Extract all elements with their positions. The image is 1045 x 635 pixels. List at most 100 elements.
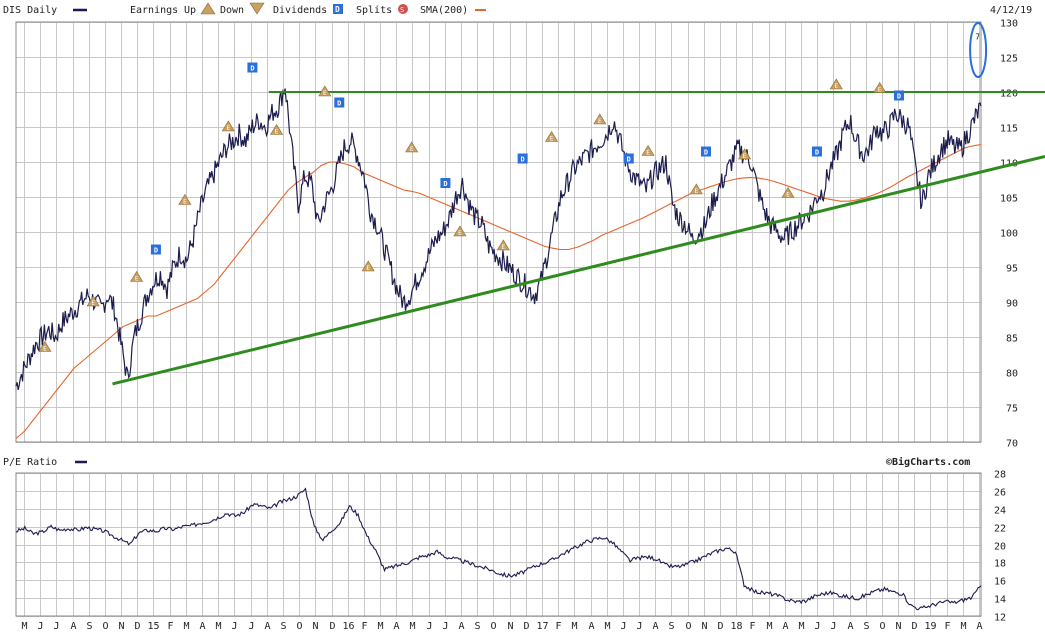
price-y-tick-label: 120 [1000, 89, 1018, 100]
earnings-marker [453, 225, 467, 237]
x-tick-label: A [976, 621, 982, 632]
dividend-marker-label: D [897, 93, 901, 101]
pe-y-tick-label: 26 [994, 488, 1006, 499]
x-tick-label: A [70, 621, 76, 632]
x-tick-label: A [264, 621, 270, 632]
price-y-tick-label: 115 [1000, 124, 1018, 135]
earnings-marker-label: E [786, 192, 790, 199]
price-y-tick-label: 130 [1000, 19, 1018, 30]
legend-bar: DIS Daily Earnings Up Down Dividends D S… [3, 2, 1032, 16]
pe-panel-frame [15, 472, 982, 617]
dividend-marker-label: D [154, 247, 158, 255]
x-tick-label: M [215, 621, 221, 632]
x-tick-label: M [960, 621, 966, 632]
earnings-marker-label: E [183, 199, 187, 206]
dividend-marker [440, 178, 451, 188]
earnings-label: Earnings [130, 5, 178, 16]
x-tick-label: O [102, 621, 108, 632]
price-y-tick-label: 70 [1006, 439, 1018, 450]
earnings-down-label: Down [220, 5, 244, 16]
earnings-marker [781, 186, 795, 198]
x-tick-label: N [701, 621, 707, 632]
earnings-marker [86, 295, 100, 307]
x-tick-label: F [749, 621, 755, 632]
x-tick-label: S [668, 621, 674, 632]
x-tick-label: F [361, 621, 367, 632]
x-tick-label: J [442, 621, 448, 632]
price-line [15, 88, 982, 391]
earnings-marker-label: E [878, 87, 882, 94]
x-tick-label: N [507, 621, 513, 632]
pe-y-tick-label: 18 [994, 559, 1006, 570]
pe-y-tick-label: 22 [994, 524, 1006, 535]
earnings-marker [689, 183, 703, 195]
pe-y-tick-label: 24 [994, 506, 1006, 517]
x-tick-label: O [879, 621, 885, 632]
earnings-marker-label: E [743, 153, 747, 160]
earnings-marker-label: E [226, 125, 230, 132]
x-tick-label: M [766, 621, 772, 632]
price-y-tick-label: 95 [1006, 264, 1018, 275]
earnings-marker [738, 148, 752, 160]
x-tick-label: N [118, 621, 124, 632]
price-y-tick-label: 90 [1006, 299, 1018, 310]
x-tick-label: J [37, 621, 43, 632]
price-y-tick-label: 80 [1006, 369, 1018, 380]
watermark: ©BigCharts.com [886, 456, 970, 468]
pe-y-axis: 28 26 24 22 20 18 16 14 12 [994, 470, 1006, 624]
pe-y-tick-label: 14 [994, 595, 1006, 606]
pe-y-tick-label: 28 [994, 470, 1006, 481]
x-tick-label: M [183, 621, 189, 632]
x-tick-label: A [782, 621, 788, 632]
x-tick-label: 18 [730, 621, 742, 632]
earnings-up-icon [200, 2, 216, 15]
x-tick-label: D [134, 621, 140, 632]
dividend-marker [700, 146, 711, 157]
dividend-marker [623, 153, 634, 164]
earnings-marker [641, 144, 655, 156]
dividend-marker [893, 90, 904, 101]
dividend-marker [150, 244, 161, 255]
dividend-icon-letter: D [335, 5, 340, 14]
earnings-marker [318, 85, 332, 97]
x-tick-label: J [231, 621, 237, 632]
earnings-marker-label: E [502, 244, 506, 251]
x-tick-label: F [167, 621, 173, 632]
x-tick-label: N [895, 621, 901, 632]
highlight-ellipse [969, 22, 988, 78]
x-tick-label: A [652, 621, 658, 632]
split-icon [398, 4, 408, 14]
earnings-marker [873, 81, 887, 93]
pe-y-tick-label: 16 [994, 577, 1006, 588]
earnings-marker-label: E [834, 83, 838, 90]
earnings-marker-label: E [43, 346, 47, 353]
dividend-marker-label: D [443, 180, 447, 188]
price-y-tick-label: 100 [1000, 229, 1018, 240]
earnings-marker [221, 120, 235, 132]
price-y-tick-label: 125 [1000, 54, 1018, 65]
price-panel: 130125120115110105100959085807570 DDDDDD… [15, 19, 1045, 450]
x-tick-label: A [847, 621, 853, 632]
x-tick-label: S [280, 621, 286, 632]
x-tick-label: S [474, 621, 480, 632]
x-tick-label: 16 [342, 621, 354, 632]
x-tick-label: J [620, 621, 626, 632]
pe-y-tick-label: 20 [994, 542, 1006, 553]
x-tick-label: J [830, 621, 836, 632]
price-y-tick-label: 105 [1000, 194, 1018, 205]
earnings-up-label: Up [184, 5, 196, 16]
earnings-marker-label: E [550, 136, 554, 143]
x-tick-label: 15 [147, 621, 159, 632]
x-tick-label: J [814, 621, 820, 632]
x-tick-label: J [426, 621, 432, 632]
price-y-tick-label: 85 [1006, 334, 1018, 345]
dividend-marker-label: D [250, 65, 254, 73]
dividend-marker [811, 146, 822, 157]
x-tick-label: M [377, 621, 383, 632]
dividend-marker-label: D [521, 156, 525, 164]
x-tick-label: A [393, 621, 399, 632]
sma-label: SMA(200) [420, 5, 468, 16]
earnings-marker [270, 123, 284, 135]
earnings-marker [593, 113, 607, 125]
x-tick-label: M [21, 621, 27, 632]
